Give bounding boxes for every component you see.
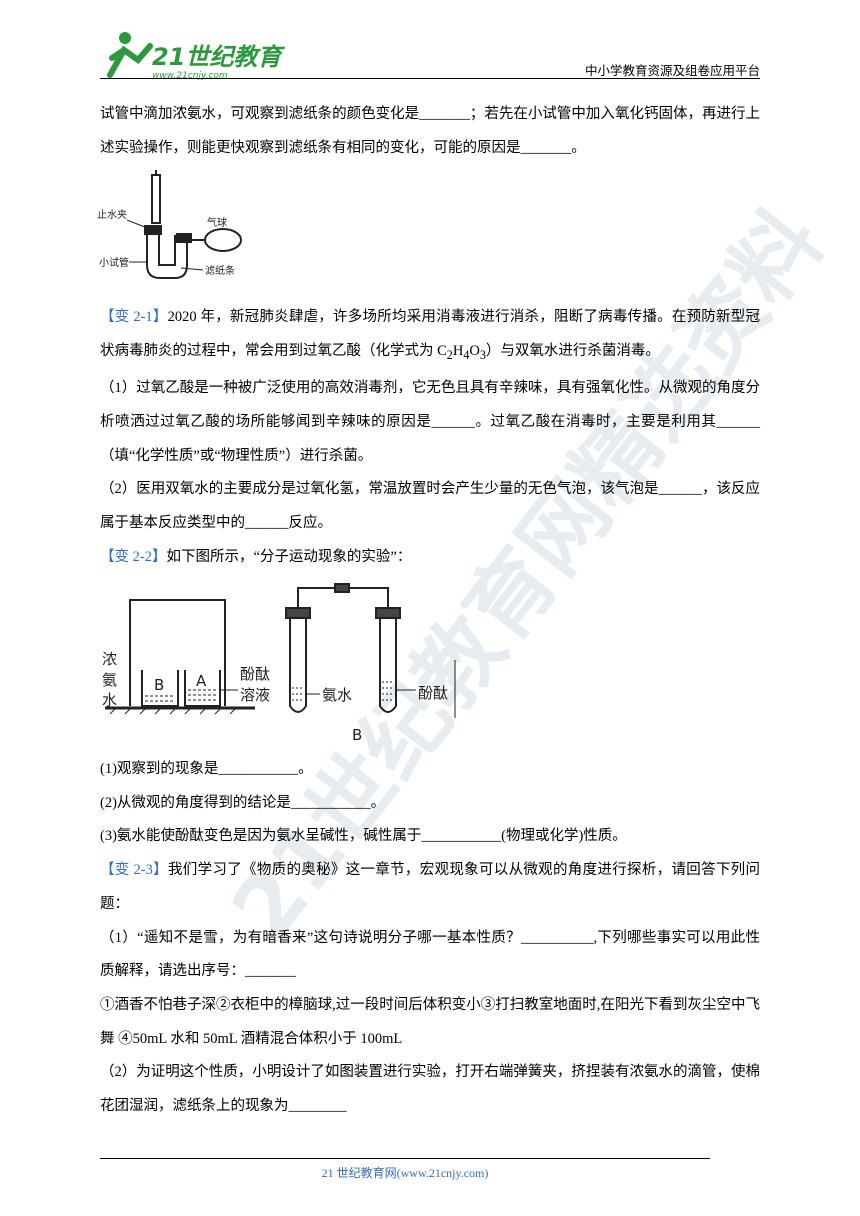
figure-caption: B <box>352 726 362 743</box>
subscript: 3 <box>479 347 486 362</box>
item: （1）过氧乙酸是一种被广泛使用的高效消毒剂，它无色且具有辛辣味，具有强氧化性。从… <box>100 380 760 464</box>
figure-label: 氨水 <box>322 686 352 704</box>
text-run: H <box>452 342 464 359</box>
stopper <box>285 607 311 619</box>
question-tag: 【变 2-3】 <box>100 862 168 879</box>
header-rule <box>100 78 760 79</box>
figure-label: 酚酞 <box>418 684 448 702</box>
question-stem: 【变 2-2】如下图所示，“分子运动现象的实验”： <box>100 541 760 575</box>
question-stem: 【变 2-3】我们学习了《物质的奥秘》这一章节，宏观现象可以从微观的角度进行探析… <box>100 854 760 921</box>
beaker <box>184 670 221 707</box>
item: (2)从微观的角度得到的结论是___________。 <box>100 794 386 811</box>
logo-url: www.21cnjy.com <box>152 71 228 81</box>
bell-jar <box>129 599 226 706</box>
figure-label: 滤纸条 <box>205 264 235 277</box>
question-tag: 【变 2-2】 <box>100 548 167 565</box>
pointer <box>126 219 148 229</box>
footer-rule <box>100 1158 710 1159</box>
item: (3)氨水能使酚酞变色是因为氨水呈碱性，碱性属于___________(物理或化… <box>100 828 627 845</box>
figure-label: 水 <box>102 691 117 709</box>
liquid <box>292 681 394 701</box>
figure-label: 小试管 <box>99 256 129 269</box>
u-tube <box>158 230 176 266</box>
liquid <box>145 689 217 702</box>
text-run: 我们学习了《物质的奥秘》这一章节，宏观现象可以从微观的角度进行探析，请回答下列问… <box>100 862 760 912</box>
figure-label: B <box>154 676 164 694</box>
figure-1: 止水夹 小试管 气球 滤纸条 <box>97 170 242 279</box>
logo-text: 21世纪教育 <box>152 43 285 71</box>
logo-icon <box>119 32 131 44</box>
figure-label: 溶液 <box>240 686 270 704</box>
text-run: 2020 年，新冠肺炎肆虐，许多场所均采用消毒液进行消杀，阻断了病毒传播。在预防… <box>100 309 760 359</box>
pointer <box>180 267 204 271</box>
footer: 21 世纪教育网(www.21cnjy.com) <box>321 1166 489 1180</box>
text-run: 如下图所示，“分子运动现象的实验”： <box>166 548 412 565</box>
item: ①酒香不怕巷子深②衣柜中的樟脑球,过一段时间后体积变小③打扫教室地面时,在阳光下… <box>100 996 760 1047</box>
balloon <box>204 228 242 252</box>
stopper <box>144 225 162 235</box>
figure-label: A <box>196 672 207 690</box>
u-tube <box>146 230 188 279</box>
item: （2）为证明这个性质，小明设计了如图装置进行实验，打开右端弹簧夹，挤捏装有浓氨水… <box>100 1064 760 1115</box>
paragraph: 试管中滴加浓氨水，可观察到滤纸条的颜色变化是_______；若先在小试管中加入氧… <box>100 106 760 156</box>
figure-label: 浓 <box>102 650 117 668</box>
syringe <box>151 174 161 224</box>
item: (1)观察到的现象是___________。 <box>100 761 313 777</box>
item: （1）“遥知不是雪，为有暗香来”这句诗说明分子哪一基本性质？__________… <box>100 929 760 980</box>
stopper <box>176 233 192 243</box>
text-run: O <box>469 342 480 359</box>
beaker <box>141 670 179 707</box>
figure-2: 浓 氨 水 B A 酚酞 溶液 氨水 酚酞 B <box>102 583 456 743</box>
subscript: 4 <box>463 347 470 362</box>
text-run: ）与双氧水进行杀菌消毒。 <box>485 342 660 359</box>
test-tube <box>289 618 307 713</box>
figure-label: 止水夹 <box>97 208 127 221</box>
subscript: 2 <box>446 347 453 362</box>
question: (1)观察到的现象是___________。 (2)从微观的角度得到的结论是__… <box>100 753 760 1124</box>
figure-label: 气球 <box>207 216 227 229</box>
clip <box>334 583 350 593</box>
header-logo: 21世纪教育 www.21cnjy.com <box>107 32 285 81</box>
figure-label: 酚酞 <box>240 665 270 683</box>
test-tube <box>379 618 397 713</box>
header-platform: 中小学教育资源及组卷应用平台 <box>584 63 760 78</box>
logo-icon <box>107 43 153 78</box>
figure-label: 氨 <box>102 671 117 689</box>
stopper <box>375 607 401 619</box>
question-tag: 【变 2-1】 <box>100 309 168 325</box>
hatch <box>109 707 237 715</box>
item: （2）医用双氧水的主要成分是过氧化氢，常温放置时会产生少量的无色气泡，该气泡是_… <box>100 481 760 532</box>
question: 【变 2-1】2020 年，新冠肺炎肆虐，许多场所均采用消毒液进行消杀，阻断了病… <box>100 301 760 575</box>
